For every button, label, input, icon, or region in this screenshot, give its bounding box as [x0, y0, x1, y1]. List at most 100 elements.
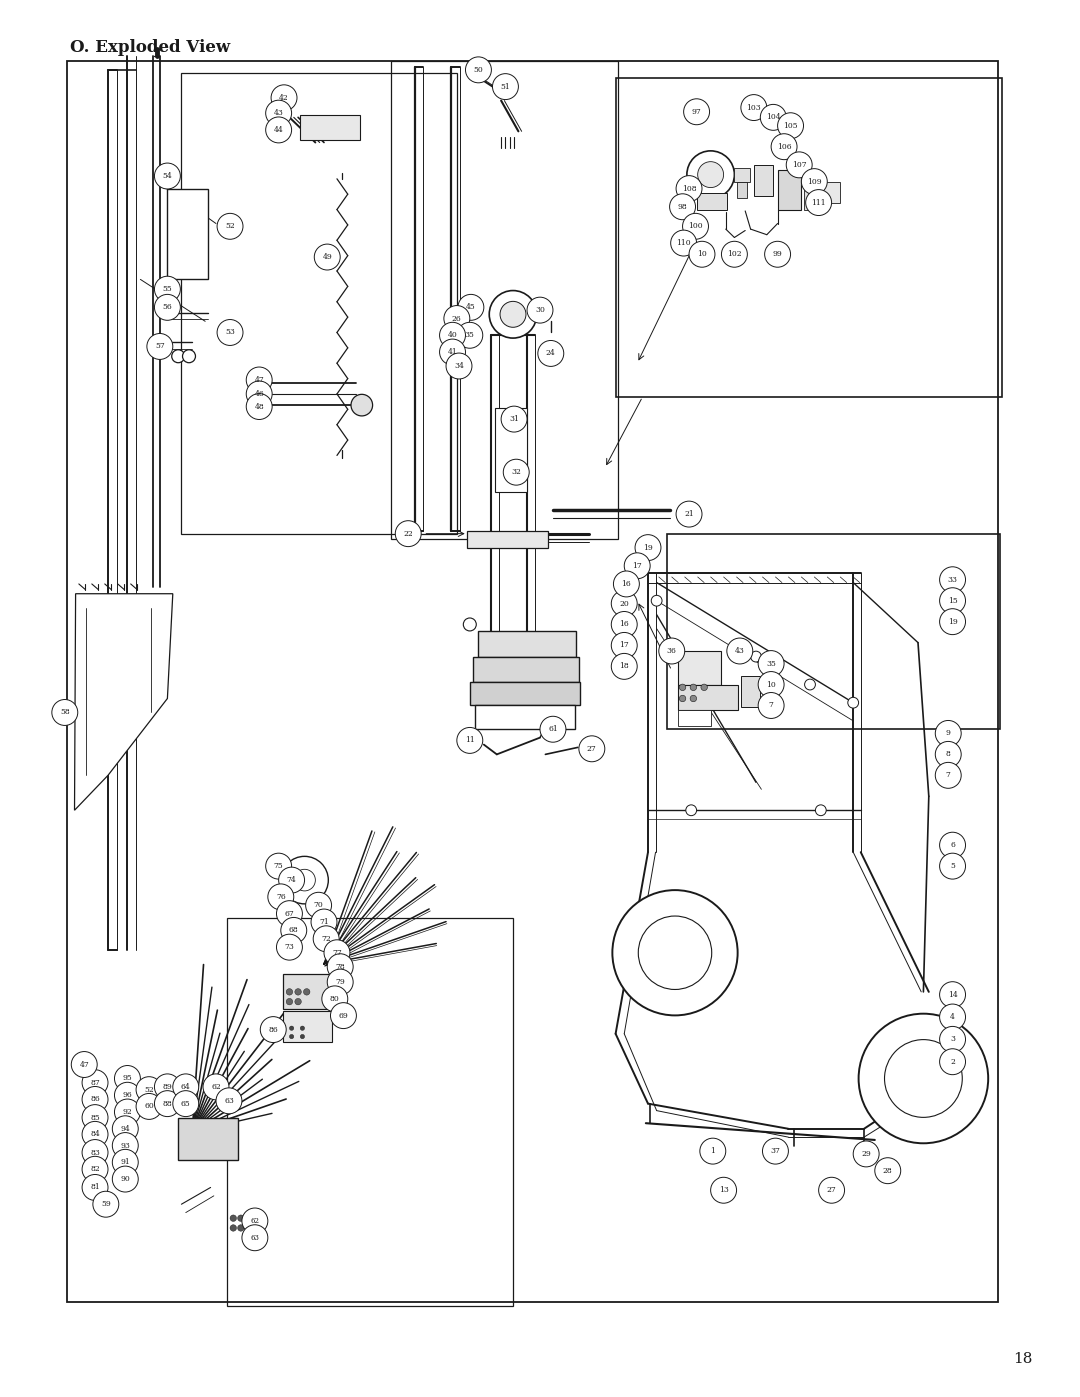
Text: 7: 7: [946, 771, 950, 780]
Text: 16: 16: [621, 580, 632, 588]
Circle shape: [173, 1091, 199, 1116]
Text: 95: 95: [122, 1074, 133, 1083]
Circle shape: [758, 651, 784, 676]
Circle shape: [440, 323, 465, 348]
Circle shape: [82, 1175, 108, 1200]
Text: 70: 70: [313, 901, 324, 909]
Circle shape: [300, 1034, 305, 1039]
Text: 9: 9: [946, 729, 950, 738]
Bar: [778, 170, 801, 210]
Text: 14: 14: [947, 990, 958, 999]
Circle shape: [154, 277, 180, 302]
Bar: [181, 73, 457, 534]
Circle shape: [458, 295, 484, 320]
Circle shape: [172, 349, 185, 363]
Circle shape: [686, 805, 697, 816]
Circle shape: [771, 134, 797, 159]
Circle shape: [935, 763, 961, 788]
Text: 108: 108: [681, 184, 697, 193]
Circle shape: [940, 854, 966, 879]
Circle shape: [294, 869, 315, 891]
Text: 84: 84: [90, 1130, 100, 1139]
Text: 11: 11: [464, 736, 475, 745]
Bar: [754, 165, 773, 196]
Bar: [478, 631, 576, 657]
Circle shape: [786, 152, 812, 177]
Bar: [667, 534, 1000, 729]
Circle shape: [758, 672, 784, 697]
Text: 56: 56: [162, 303, 173, 312]
Text: 62: 62: [211, 1083, 221, 1091]
Circle shape: [503, 460, 529, 485]
Circle shape: [230, 1225, 237, 1231]
Circle shape: [230, 1215, 237, 1221]
Bar: [616, 78, 1002, 397]
Text: 98: 98: [677, 203, 688, 211]
Bar: [697, 193, 727, 210]
Circle shape: [848, 697, 859, 708]
Circle shape: [82, 1070, 108, 1095]
Circle shape: [940, 833, 966, 858]
Text: 82: 82: [90, 1165, 100, 1173]
Circle shape: [741, 95, 767, 120]
Circle shape: [651, 595, 662, 606]
Text: 88: 88: [162, 1099, 173, 1108]
Circle shape: [112, 1150, 138, 1175]
Circle shape: [303, 989, 310, 995]
Circle shape: [935, 742, 961, 767]
Text: 100: 100: [688, 222, 703, 231]
Text: 47: 47: [79, 1060, 90, 1069]
Text: 106: 106: [777, 142, 792, 151]
Circle shape: [154, 1074, 180, 1099]
Circle shape: [246, 394, 272, 419]
Circle shape: [71, 1052, 97, 1077]
Bar: [178, 1118, 238, 1160]
Bar: [734, 168, 750, 182]
Text: 102: 102: [727, 250, 742, 258]
Circle shape: [940, 1004, 966, 1030]
Circle shape: [885, 1039, 962, 1118]
Circle shape: [762, 1139, 788, 1164]
Circle shape: [52, 700, 78, 725]
Circle shape: [683, 214, 708, 239]
Text: 35: 35: [464, 331, 475, 339]
Bar: [819, 182, 840, 203]
Text: 7: 7: [769, 701, 773, 710]
Circle shape: [805, 679, 815, 690]
Text: 40: 40: [447, 331, 458, 339]
Circle shape: [351, 394, 373, 416]
Circle shape: [579, 736, 605, 761]
Text: 67: 67: [284, 909, 295, 918]
Circle shape: [136, 1077, 162, 1102]
Text: 27: 27: [586, 745, 597, 753]
Circle shape: [859, 1014, 988, 1143]
Circle shape: [112, 1116, 138, 1141]
Circle shape: [500, 302, 526, 327]
Circle shape: [114, 1083, 140, 1108]
Circle shape: [313, 926, 339, 951]
Circle shape: [684, 99, 710, 124]
Bar: [467, 531, 548, 548]
Circle shape: [330, 1003, 356, 1028]
Text: 10: 10: [697, 250, 707, 258]
Circle shape: [183, 349, 195, 363]
Text: 99: 99: [772, 250, 783, 258]
Text: 49: 49: [322, 253, 333, 261]
Text: 29: 29: [861, 1150, 872, 1158]
Text: 93: 93: [120, 1141, 131, 1150]
Bar: [67, 61, 998, 1302]
Bar: [391, 61, 618, 539]
Circle shape: [801, 169, 827, 194]
Circle shape: [260, 1017, 286, 1042]
Circle shape: [136, 1094, 162, 1119]
Circle shape: [624, 553, 650, 578]
Circle shape: [540, 717, 566, 742]
Circle shape: [322, 986, 348, 1011]
Text: 44: 44: [273, 126, 284, 134]
Circle shape: [489, 291, 537, 338]
Text: 105: 105: [783, 122, 798, 130]
Circle shape: [281, 918, 307, 943]
Circle shape: [266, 117, 292, 142]
Circle shape: [173, 1074, 199, 1099]
Bar: [283, 974, 335, 1009]
